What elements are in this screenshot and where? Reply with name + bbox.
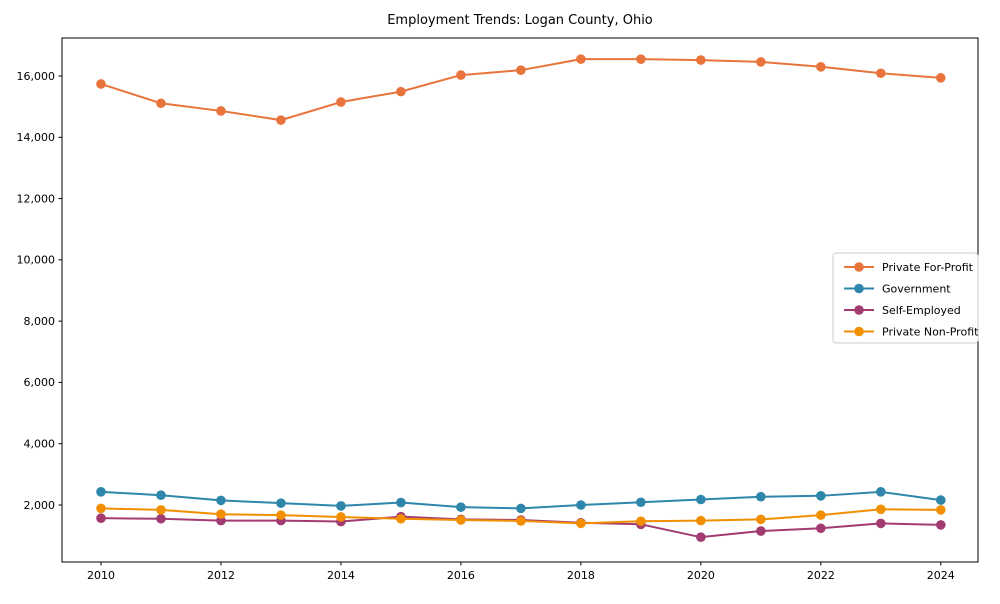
data-point-self-employed — [756, 526, 766, 536]
legend-label-private-for-profit: Private For-Profit — [882, 261, 974, 274]
legend-marker-government — [854, 283, 864, 294]
data-point-private-for-profit — [636, 54, 646, 64]
data-point-government — [516, 503, 526, 514]
data-point-private-non-profit — [936, 505, 946, 515]
data-point-private-non-profit — [576, 518, 586, 529]
data-point-private-non-profit — [156, 505, 166, 515]
data-point-private-non-profit — [396, 513, 406, 524]
x-tick-label: 2010 — [87, 569, 115, 582]
data-point-private-non-profit — [456, 515, 466, 525]
data-point-government — [96, 487, 106, 497]
x-tick-label: 2018 — [567, 569, 595, 582]
legend-box — [832, 252, 979, 344]
data-point-private-non-profit — [816, 510, 826, 520]
x-tick-label: 2012 — [207, 569, 235, 582]
data-point-private-for-profit — [336, 97, 346, 107]
data-point-private-for-profit — [876, 68, 886, 79]
data-point-self-employed — [156, 513, 166, 524]
legend-label-self-employed: Self-Employed — [882, 304, 961, 317]
data-point-private-for-profit — [576, 54, 586, 64]
y-tick-label: 12,000 — [17, 192, 56, 205]
data-point-government — [336, 501, 346, 511]
x-tick-label: 2014 — [327, 569, 355, 582]
data-point-government — [396, 497, 406, 508]
data-point-government — [816, 491, 826, 501]
data-point-government — [696, 494, 706, 505]
data-point-self-employed — [936, 520, 946, 530]
chart-title: Employment Trends: Logan County, Ohio — [387, 13, 653, 28]
data-point-private-for-profit — [696, 55, 706, 65]
data-point-government — [276, 498, 286, 508]
data-point-private-non-profit — [96, 503, 106, 514]
x-tick-label: 2016 — [447, 569, 475, 582]
data-point-self-employed — [96, 513, 106, 523]
data-point-self-employed — [816, 523, 826, 534]
y-tick-label: 2,000 — [24, 499, 56, 512]
data-point-private-for-profit — [156, 98, 166, 109]
data-point-private-non-profit — [276, 510, 286, 520]
y-tick-label: 8,000 — [24, 315, 56, 328]
data-point-private-non-profit — [876, 504, 886, 515]
data-point-private-for-profit — [516, 65, 526, 75]
data-point-government — [576, 500, 586, 510]
y-tick-label: 4,000 — [24, 438, 56, 451]
data-point-self-employed — [696, 532, 706, 542]
data-point-government — [636, 497, 646, 508]
data-point-private-for-profit — [756, 57, 766, 67]
data-point-private-for-profit — [396, 86, 406, 97]
data-point-private-for-profit — [276, 115, 286, 125]
data-point-private-non-profit — [696, 515, 706, 526]
data-point-self-employed — [876, 518, 886, 529]
legend-label-private-non-profit: Private Non-Profit — [882, 325, 979, 338]
data-point-private-for-profit — [936, 73, 946, 83]
data-point-government — [156, 490, 166, 500]
data-point-private-non-profit — [636, 516, 646, 527]
legend-marker-self-employed — [854, 305, 864, 315]
data-point-government — [456, 502, 466, 512]
data-point-government — [756, 491, 766, 502]
data-point-private-for-profit — [216, 106, 226, 116]
data-point-government — [936, 495, 946, 505]
data-point-private-for-profit — [816, 62, 826, 72]
legend-marker-private-non-profit — [854, 326, 864, 337]
legend: Private For-Profit Government Self-Employe… — [832, 252, 979, 344]
data-point-private-for-profit — [456, 70, 466, 80]
y-tick-label: 6,000 — [24, 376, 56, 389]
data-point-private-non-profit — [216, 509, 226, 519]
data-point-private-non-profit — [516, 516, 526, 526]
data-point-private-non-profit — [336, 512, 346, 522]
legend-label-government: Government — [882, 282, 951, 295]
x-tick-label: 2022 — [807, 569, 835, 582]
plot-area: 2,000 4,000 6,000 8,000 10,000 12,000 14,000 16… — [17, 37, 979, 582]
legend-marker-private-for-profit — [854, 262, 864, 272]
data-point-private-for-profit — [96, 79, 106, 89]
x-tick-label: 2020 — [687, 569, 715, 582]
y-tick-label: 16,000 — [17, 70, 56, 83]
y-tick-label: 10,000 — [17, 254, 56, 267]
data-point-government — [216, 495, 226, 506]
data-point-government — [876, 487, 886, 497]
data-point-private-non-profit — [756, 514, 766, 525]
x-tick-label: 2024 — [927, 569, 955, 582]
y-tick-label: 14,000 — [17, 131, 56, 144]
